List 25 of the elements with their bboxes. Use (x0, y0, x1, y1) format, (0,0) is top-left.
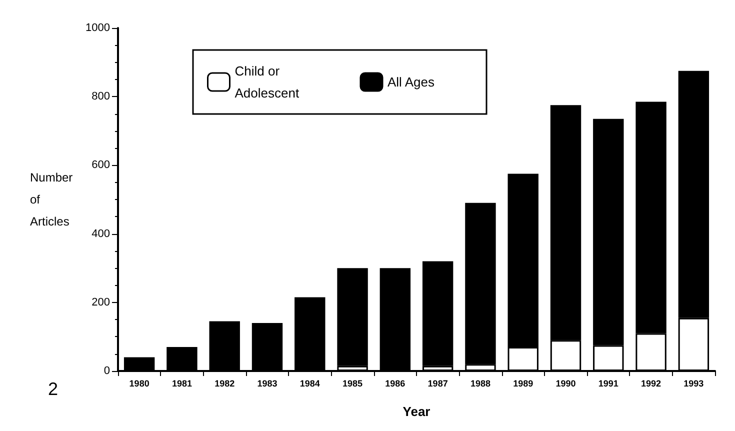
x-tick-label: 1980 (129, 378, 150, 388)
y-tick-label: 200 (92, 296, 110, 308)
y-tick-label: 0 (104, 365, 110, 377)
x-tick-label: 1992 (641, 378, 662, 388)
y-tick-label: 800 (92, 90, 110, 103)
x-tick-label: 1984 (300, 378, 320, 388)
x-tick-label: 1989 (513, 378, 534, 388)
x-tick-label: 1981 (172, 378, 192, 388)
x-tick-label: 1987 (428, 378, 448, 388)
x-axis-title: Year (402, 404, 430, 419)
y-axis-title: Number of Articles (30, 170, 73, 228)
text: 2 (48, 379, 58, 399)
y-tick-label: 400 (92, 228, 110, 240)
x-tick-label: 1988 (470, 378, 490, 388)
x-tick-label: 1990 (556, 378, 576, 388)
x-tick-label: 1985 (342, 378, 363, 388)
x-tick-label: 1991 (598, 378, 618, 388)
legend-label: Child or Adolescent (234, 64, 300, 100)
x-tick-label: 1983 (257, 378, 278, 388)
x-tick-label: 1986 (385, 378, 406, 388)
legend-label: All Ages (388, 74, 435, 90)
x-tick-label: 1982 (214, 378, 235, 388)
x-tick-label: 1993 (684, 378, 704, 388)
y-tick-label: 600 (92, 159, 110, 172)
y-tick-label: 1000 (86, 22, 110, 34)
